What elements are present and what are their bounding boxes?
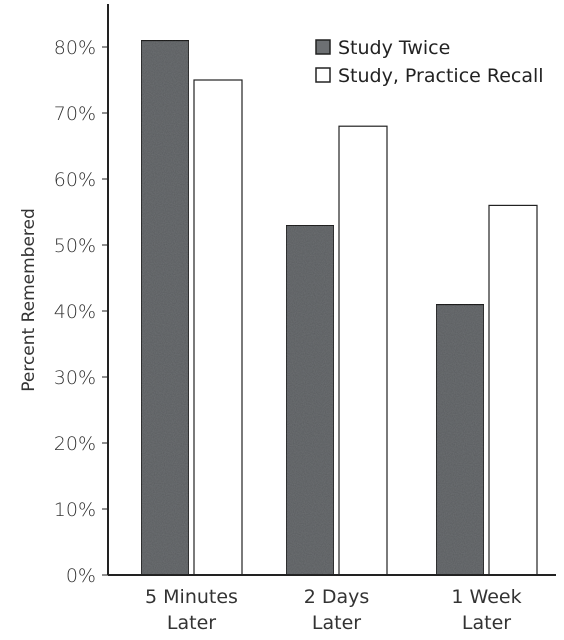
x-axis-labels: 5 Minutes Later 2 Days Later 1 Week Later	[145, 586, 522, 634]
bar-study-twice	[285, 224, 335, 576]
x-category-label: Later	[312, 612, 361, 634]
bar-study-twice	[435, 303, 485, 576]
y-tick-label: 40%	[54, 301, 96, 323]
y-tick-label: 20%	[54, 433, 96, 455]
y-tick-label: 0%	[66, 565, 96, 587]
y-axis-title: Percent Remembered	[19, 208, 39, 392]
legend-label-practice-recall: Study, Practice Recall	[338, 65, 544, 87]
legend-label-study-twice: Study Twice	[338, 37, 450, 59]
x-category-label: Later	[462, 612, 511, 634]
y-tick-label: 80%	[54, 37, 96, 59]
x-category-label: 1 Week	[451, 586, 521, 608]
bar-practice-recall	[338, 125, 388, 576]
bars-group	[140, 39, 538, 576]
y-axis-ticks: 0% 10% 20% 30% 40% 50% 60% 70% 80%	[54, 37, 108, 587]
bar-study-twice	[140, 39, 190, 576]
legend-swatch-study-twice	[315, 39, 331, 55]
x-category-label: 2 Days	[304, 586, 370, 608]
x-category-label: Later	[167, 612, 216, 634]
legend-swatch-practice-recall	[315, 67, 331, 83]
y-tick-label: 10%	[54, 499, 96, 521]
legend: Study Twice Study, Practice Recall	[315, 37, 544, 87]
x-category-label: 5 Minutes	[145, 586, 238, 608]
bar-practice-recall	[488, 204, 538, 576]
y-tick-label: 50%	[54, 235, 96, 257]
y-tick-label: 30%	[54, 367, 96, 389]
bar-practice-recall	[193, 79, 243, 576]
y-tick-label: 70%	[54, 103, 96, 125]
y-tick-label: 60%	[54, 169, 96, 191]
